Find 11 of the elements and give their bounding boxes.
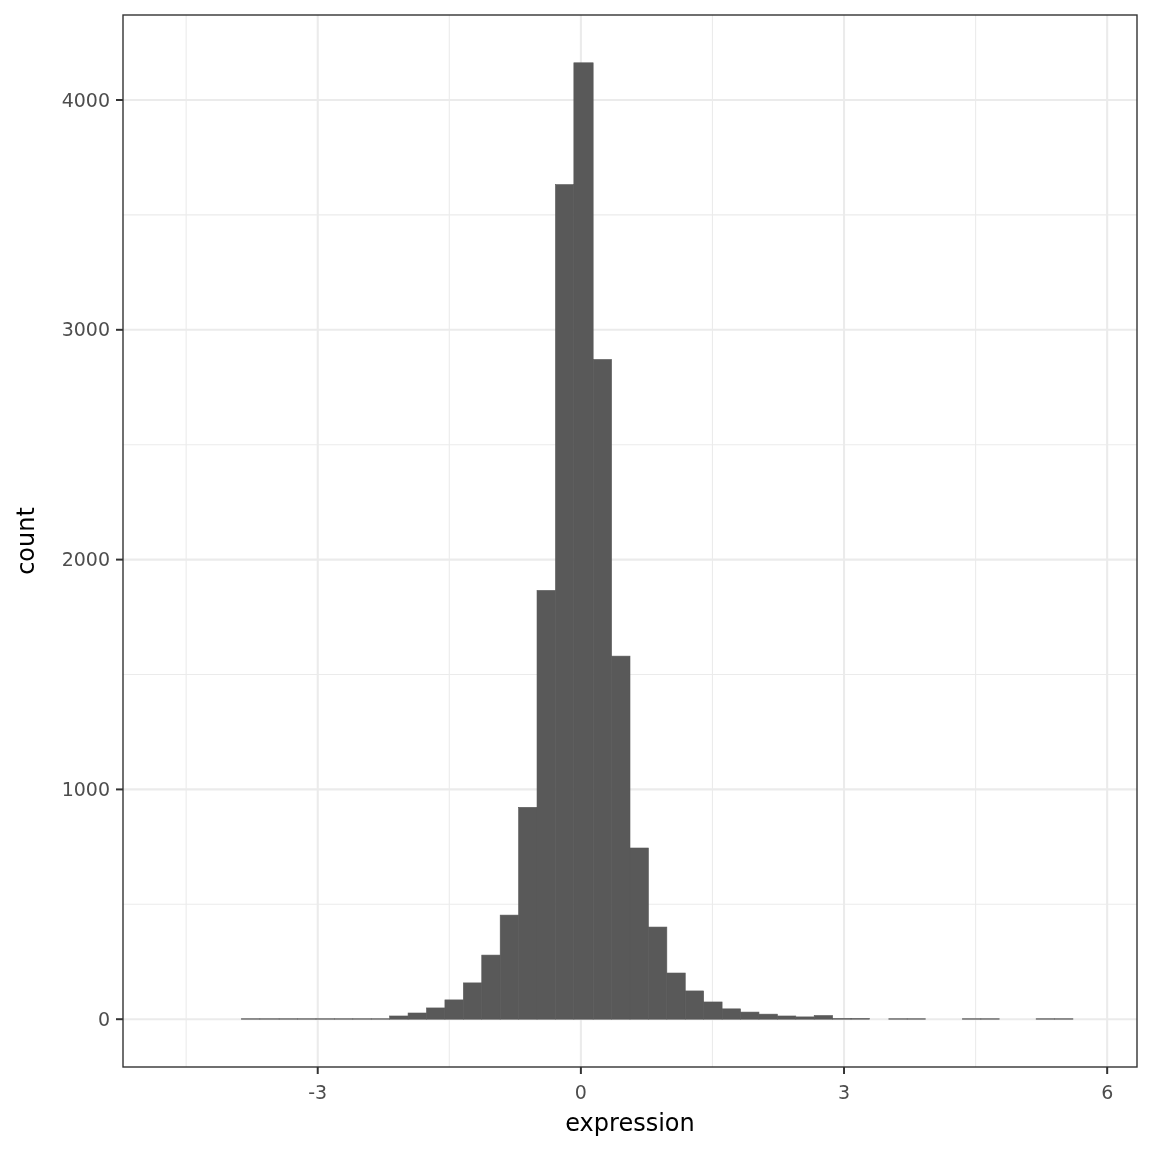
x-axis-title: expression (565, 1109, 695, 1137)
y-tick-label: 2000 (61, 548, 110, 571)
x-tick-label: 3 (837, 1081, 851, 1103)
y-axis-title: count (12, 507, 40, 575)
y-tick-label: 3000 (61, 318, 110, 341)
x-tick-label: 6 (1101, 1081, 1114, 1103)
y-tick-label: 1000 (61, 778, 110, 801)
y-tick-label: 0 (97, 1007, 110, 1030)
x-tick-label: 0 (574, 1081, 587, 1103)
y-tick-label: 4000 (61, 88, 110, 111)
x-tick-label: -3 (308, 1081, 328, 1103)
